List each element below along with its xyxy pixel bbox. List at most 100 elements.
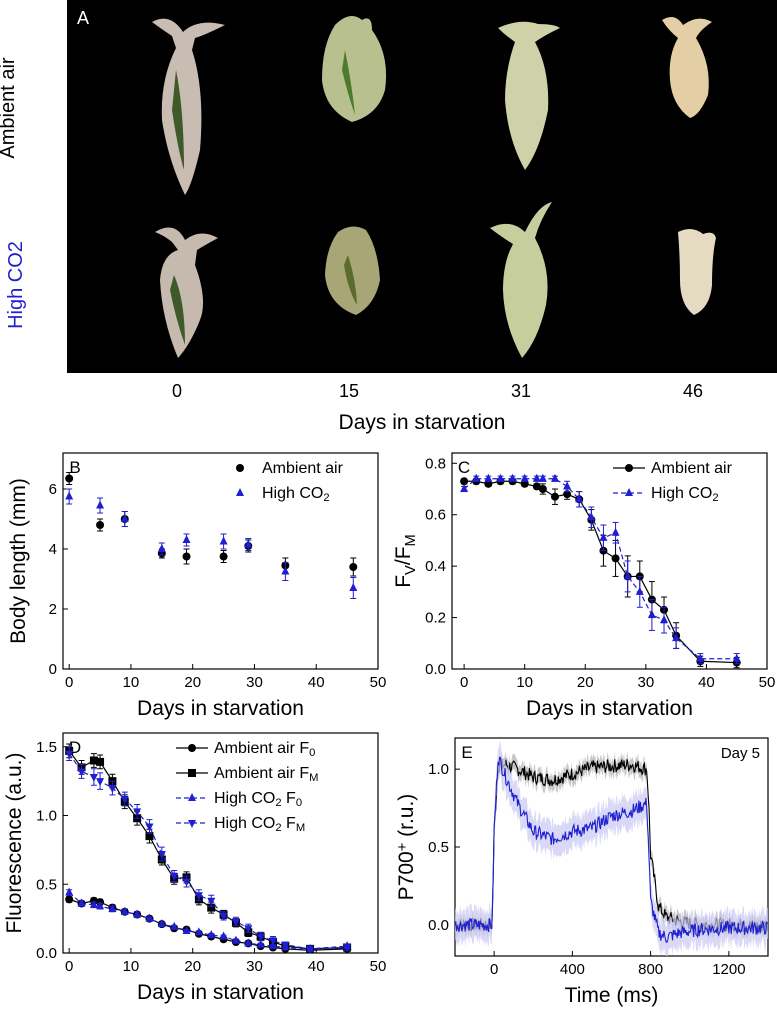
data-point <box>623 571 632 580</box>
legend: Ambient air High CO2 <box>236 460 344 504</box>
data-point <box>182 878 191 887</box>
data-point <box>194 927 203 936</box>
data-point <box>207 897 216 906</box>
x-tick-label: 40 <box>308 958 325 975</box>
data-point <box>96 778 105 787</box>
data-point <box>550 473 559 482</box>
x-tick-label: 10 <box>123 674 140 691</box>
legend: Ambient air High CO2 <box>613 460 733 504</box>
y-tick-label: 4 <box>49 541 57 558</box>
y-tick-label: 0.2 <box>425 610 446 627</box>
data-point <box>532 473 541 482</box>
series-line <box>464 480 737 664</box>
day-label-46: 46 <box>683 381 703 401</box>
data-point <box>484 473 493 482</box>
data-point <box>611 527 620 536</box>
data-point <box>207 903 216 912</box>
x-tick-label: 40 <box>308 674 325 691</box>
data-point <box>108 785 117 793</box>
y-tick-label: 0.0 <box>36 945 57 962</box>
data-point <box>182 926 191 934</box>
x-tick-label: 0 <box>460 674 468 691</box>
data-point <box>520 479 529 488</box>
day-label-15: 15 <box>339 381 359 401</box>
x-tick-label: 50 <box>759 674 776 691</box>
series-line <box>463 478 737 660</box>
legend-label: Ambient air <box>262 460 344 477</box>
data-point <box>89 774 98 782</box>
panel-label: B <box>69 458 80 477</box>
legend-marker <box>625 464 633 472</box>
data-point <box>219 536 228 545</box>
x-tick-label: 0 <box>65 674 73 691</box>
data-point <box>520 473 529 482</box>
legend: Ambient air F0 Ambient air FM High CO2 F0 H… <box>176 740 318 834</box>
data-point <box>532 482 541 491</box>
x-tick-label: 20 <box>184 674 201 691</box>
chart-d: 0 10 20 30 40 50 0.0 0.5 1.0 1.5 Days in starvatio… <box>3 732 386 1004</box>
data-point <box>96 757 105 766</box>
data-point <box>157 851 166 859</box>
data-point <box>157 919 166 928</box>
x-tick-label: 20 <box>184 958 201 975</box>
day-label-0: 0 <box>172 381 182 401</box>
row-label-highco2: High CO2 <box>5 241 27 329</box>
data-point <box>120 796 129 804</box>
data-point <box>170 921 179 930</box>
data-point <box>349 563 358 571</box>
data-point <box>306 945 315 953</box>
data-point <box>269 937 277 946</box>
legend-label: High CO2 F0 <box>214 790 302 809</box>
x-tick-label: 10 <box>123 958 140 975</box>
y-axis-label: Fluorescence (a.u.) <box>3 753 26 934</box>
specimen-ambient-day46 <box>662 16 712 119</box>
y-tick-label: 0.5 <box>36 876 57 893</box>
x-tick-label: 10 <box>516 674 533 691</box>
data-point <box>120 514 129 522</box>
y-axis-label: Body length (mm) <box>7 478 30 644</box>
data-point <box>145 823 154 832</box>
y-tick-label: 0 <box>49 661 57 678</box>
x-tick-label: 30 <box>246 674 263 691</box>
data-point <box>207 930 216 939</box>
legend-label: Ambient air FM <box>214 765 318 784</box>
data-point <box>635 586 644 595</box>
data-point <box>244 938 253 947</box>
chart-c: 0 10 20 30 40 50 0.0 0.2 0.4 0.6 0.8 Days in starva… <box>392 452 776 720</box>
x-tick-label: 0 <box>65 958 73 975</box>
data-point <box>460 484 469 492</box>
data-point <box>120 906 129 915</box>
data-point <box>77 898 86 907</box>
data-point <box>108 904 117 912</box>
legend-marker <box>625 488 633 496</box>
panel-annotation: Day 5 <box>721 745 760 762</box>
data-point <box>96 500 105 509</box>
y-tick-label: 1.5 <box>36 739 57 756</box>
data-point <box>563 490 572 499</box>
x-axis-label: Time (ms) <box>565 984 659 1007</box>
y-tick-label: 6 <box>49 481 57 498</box>
y-axis-label: FV/FM <box>392 534 419 588</box>
panel-label: C <box>458 458 470 477</box>
legend-marker <box>188 744 196 752</box>
y-tick-label: 1.0 <box>36 808 57 825</box>
x-tick-label: 40 <box>698 674 715 691</box>
data-point <box>145 913 154 922</box>
specimen-highco2-day0 <box>155 227 218 358</box>
plot-area <box>65 472 358 599</box>
data-point <box>133 909 142 918</box>
x-tick-label: 800 <box>638 961 663 978</box>
data-point <box>281 566 290 575</box>
data-point <box>244 539 253 548</box>
data-point <box>96 901 105 910</box>
data-point <box>460 477 469 486</box>
data-point <box>472 473 481 482</box>
data-point <box>575 494 584 503</box>
y-tick-label: 0.0 <box>428 917 449 934</box>
data-point <box>219 912 228 921</box>
plot-area <box>455 741 768 956</box>
panel-a: A <box>0 0 777 434</box>
legend-label: Ambient air F0 <box>214 740 315 759</box>
data-point <box>219 552 228 561</box>
